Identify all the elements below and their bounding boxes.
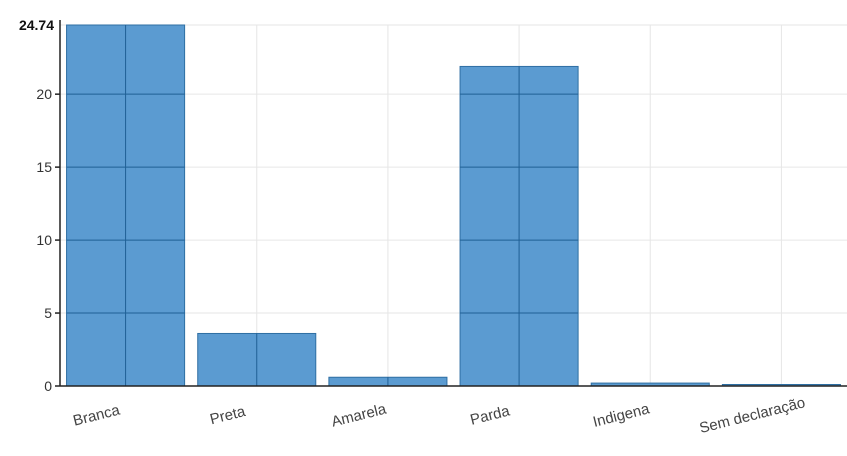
y-tick-label: 0: [44, 378, 52, 394]
y-tick-label: 20: [36, 86, 52, 102]
y-tick-label: 15: [36, 159, 52, 175]
x-category-label: Preta: [208, 403, 248, 428]
y-tick-label: 5: [44, 305, 52, 321]
axes: [55, 20, 847, 387]
x-category-label: Indigena: [591, 400, 652, 431]
y-max-label: 24.74: [19, 17, 54, 33]
bars: [66, 24, 841, 387]
x-category-label: Amarela: [330, 400, 389, 430]
x-category-label: Parda: [469, 402, 513, 428]
x-category-label: Sem declaração: [698, 394, 807, 437]
x-category-label: Branca: [71, 401, 122, 429]
grid-lines: [60, 24, 847, 387]
y-tick-label: 10: [36, 232, 52, 248]
